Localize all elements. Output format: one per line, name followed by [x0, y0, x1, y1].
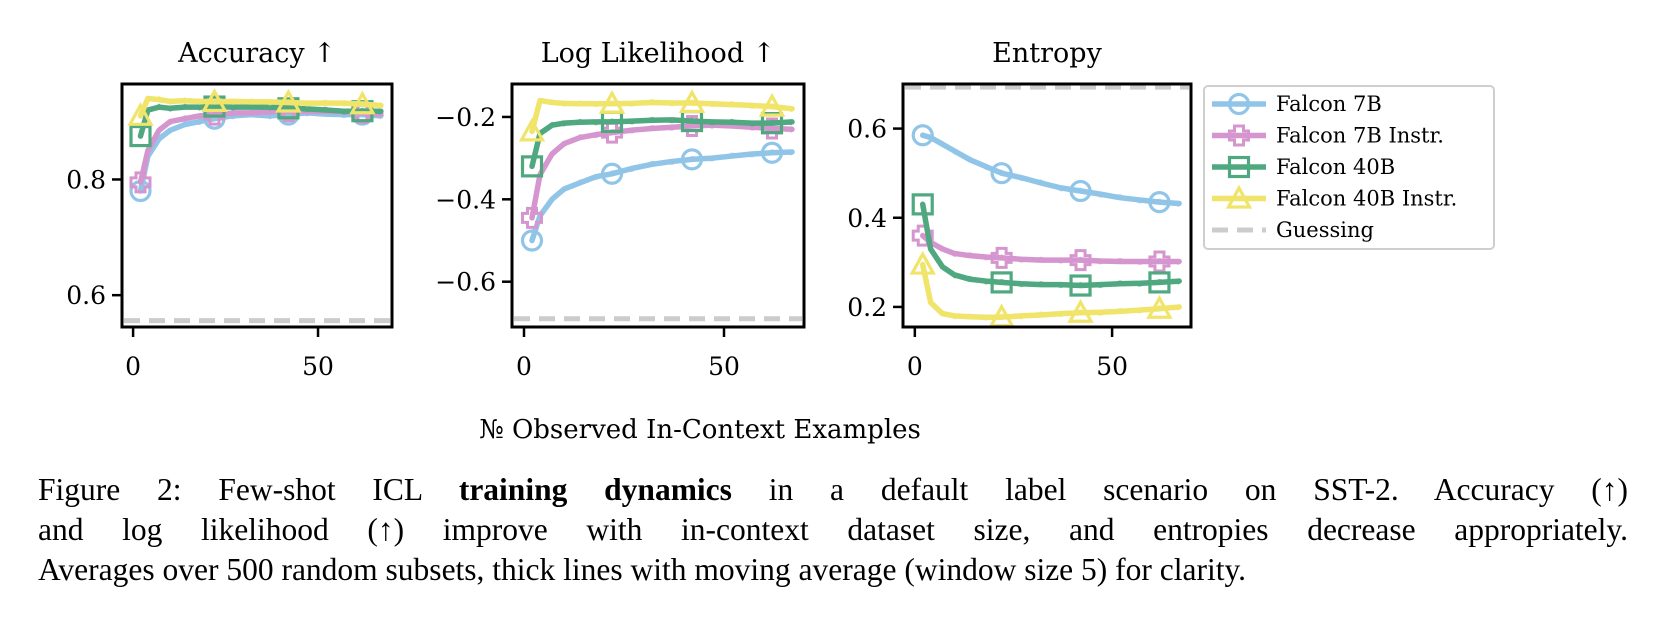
entropy-x-tick-label: 0: [907, 352, 923, 381]
caption-line-2: and log likelihood (↑) improve with in-c…: [38, 512, 1628, 547]
entropy-series-falcon-40b-marker: [1148, 271, 1171, 294]
log-likelihood-series-falcon-7b-instr-line: [529, 122, 795, 221]
log-likelihood-series-falcon-40b-line: [529, 117, 795, 170]
log-likelihood-series-falcon-7b-marker: [680, 148, 704, 171]
entropy-series-falcon-7b-raw-line: [922, 131, 1180, 207]
accuracy-series-falcon-40b-instr-marker: [275, 88, 302, 113]
log-likelihood-series-falcon-7b-marker: [760, 141, 784, 164]
x-axis-label: № Observed In-Context Examples: [479, 415, 921, 445]
legend-swatch-marker: [1225, 184, 1253, 209]
entropy-series-falcon-7b-instr-line: [919, 232, 1182, 265]
log-likelihood-x-tick-label: 0: [516, 352, 532, 381]
accuracy-panel: Accuracy ↑ 0 50 0.6 0.8: [66, 38, 394, 381]
log-likelihood-y-tick-label: −0.2: [435, 103, 496, 132]
log-likelihood-y-tick-label: −0.4: [435, 185, 496, 214]
legend-swatch-marker: [1228, 124, 1250, 147]
accuracy-series-falcon-40b-instr-line: [137, 95, 384, 119]
legend-label: Falcon 7B: [1276, 92, 1382, 116]
entropy-x-tick-label: 50: [1096, 352, 1128, 381]
log-likelihood-series-falcon-40b-marker: [520, 155, 544, 178]
log-likelihood-series-falcon-7b-marker: [600, 162, 624, 185]
accuracy-y-tick-label: 0.8: [66, 165, 106, 194]
entropy-series-falcon-40b-instr-marker: [909, 250, 936, 275]
accuracy-x-tick-label: 50: [302, 352, 334, 381]
log-likelihood-series-falcon-7b-instr-raw-line: [531, 122, 793, 216]
caption-line-3: Averages over 500 random subsets, thick …: [38, 552, 1247, 587]
legend-label: Guessing: [1276, 218, 1374, 242]
accuracy-axes-frame: [120, 82, 394, 329]
accuracy-series-falcon-40b-line: [137, 103, 384, 139]
entropy-y-tick-label: 0.6: [847, 115, 887, 144]
entropy-series-falcon-40b-marker: [1069, 274, 1092, 297]
entropy-series-falcon-7b-marker: [911, 124, 934, 147]
accuracy-x-tick-label: 0: [125, 352, 141, 381]
accuracy-y-tick-label: 0.6: [66, 281, 106, 310]
entropy-series-falcon-7b-line: [919, 132, 1182, 207]
accuracy-title: Accuracy ↑: [177, 38, 336, 69]
entropy-series-falcon-7b-instr-marker: [990, 246, 1013, 269]
entropy-series-falcon-40b-instr-line: [919, 261, 1182, 320]
legend-label: Falcon 40B: [1276, 155, 1395, 179]
accuracy-series-falcon-7b-instr-marker: [129, 171, 152, 194]
entropy-panel: Entropy 0 50 0.2 0.4 0.6: [847, 38, 1193, 381]
log-likelihood-title: Log Likelihood ↑: [541, 38, 776, 69]
log-likelihood-series-falcon-40b-instr-marker: [598, 89, 626, 114]
legend-swatch-marker: [1227, 92, 1251, 116]
log-likelihood-axes-frame: [510, 82, 806, 329]
log-likelihood-series-falcon-40b-instr-marker: [678, 89, 706, 114]
log-likelihood-series-falcon-40b-instr-line: [529, 97, 795, 135]
entropy-series-falcon-7b-marker: [990, 162, 1013, 185]
entropy-series-falcon-40b-marker: [990, 271, 1013, 294]
log-likelihood-series-falcon-7b-instr-marker: [521, 206, 543, 229]
log-likelihood-series-falcon-40b-instr-marker: [758, 92, 786, 117]
caption-bold-text: training dynamics: [458, 472, 732, 507]
legend-label: Falcon 40B Instr.: [1276, 187, 1457, 211]
legend-frame: [1203, 85, 1495, 250]
figure: Accuracy ↑ 0 50 0.6 0.8 Log Likelihood ↑ 0 50 −…: [66, 38, 1495, 445]
caption-line-1: Figure 2: Few-shot ICL training dynamics…: [38, 470, 1628, 510]
entropy-series-falcon-7b-instr-marker: [1069, 249, 1092, 272]
accuracy-series-falcon-40b-instr-marker: [201, 88, 228, 113]
figure-caption: Figure 2: Few-shot ICL training dynamics…: [38, 470, 1628, 590]
accuracy-series-falcon-40b-instr-marker: [127, 102, 154, 126]
entropy-axes-frame: [901, 82, 1193, 329]
entropy-y-tick-label: 0.4: [847, 204, 887, 233]
entropy-title: Entropy: [992, 38, 1102, 69]
entropy-series-falcon-40b-instr-marker: [1146, 294, 1173, 319]
log-likelihood-panel: Log Likelihood ↑ 0 50 −0.2 −0.4 −0.6: [435, 38, 806, 381]
entropy-series-falcon-40b-instr-marker: [1067, 298, 1094, 323]
log-likelihood-x-tick-label: 50: [708, 352, 740, 381]
log-likelihood-series-falcon-7b-line: [529, 149, 795, 244]
accuracy-series-falcon-7b-line: [137, 110, 384, 194]
entropy-series-falcon-7b-instr-marker: [1148, 250, 1171, 273]
legend-swatch-marker: [1227, 155, 1251, 179]
legend: Falcon 7B Falcon 7B Instr. Falcon 40B Falco…: [1203, 85, 1495, 250]
entropy-series-falcon-40b-marker: [911, 193, 934, 216]
legend-label: Falcon 7B Instr.: [1276, 124, 1444, 148]
accuracy-series-falcon-7b-instr-line: [137, 108, 384, 186]
log-likelihood-series-falcon-40b-instr-marker: [518, 117, 546, 142]
accuracy-series-falcon-40b-marker: [129, 124, 152, 148]
entropy-series-falcon-7b-marker: [1069, 179, 1092, 203]
caption-text: Figure 2: Few-shot ICL: [38, 472, 459, 507]
caption-text: in a default label scenario on SST-2. Ac…: [731, 472, 1628, 507]
log-likelihood-series-falcon-7b-marker: [520, 229, 544, 252]
entropy-y-tick-label: 0.2: [847, 293, 887, 322]
entropy-series-falcon-7b-marker: [1148, 191, 1171, 214]
accuracy-series-falcon-40b-instr-marker: [349, 90, 376, 115]
log-likelihood-y-tick-label: −0.6: [435, 268, 496, 297]
entropy-series-falcon-40b-line: [919, 201, 1182, 289]
